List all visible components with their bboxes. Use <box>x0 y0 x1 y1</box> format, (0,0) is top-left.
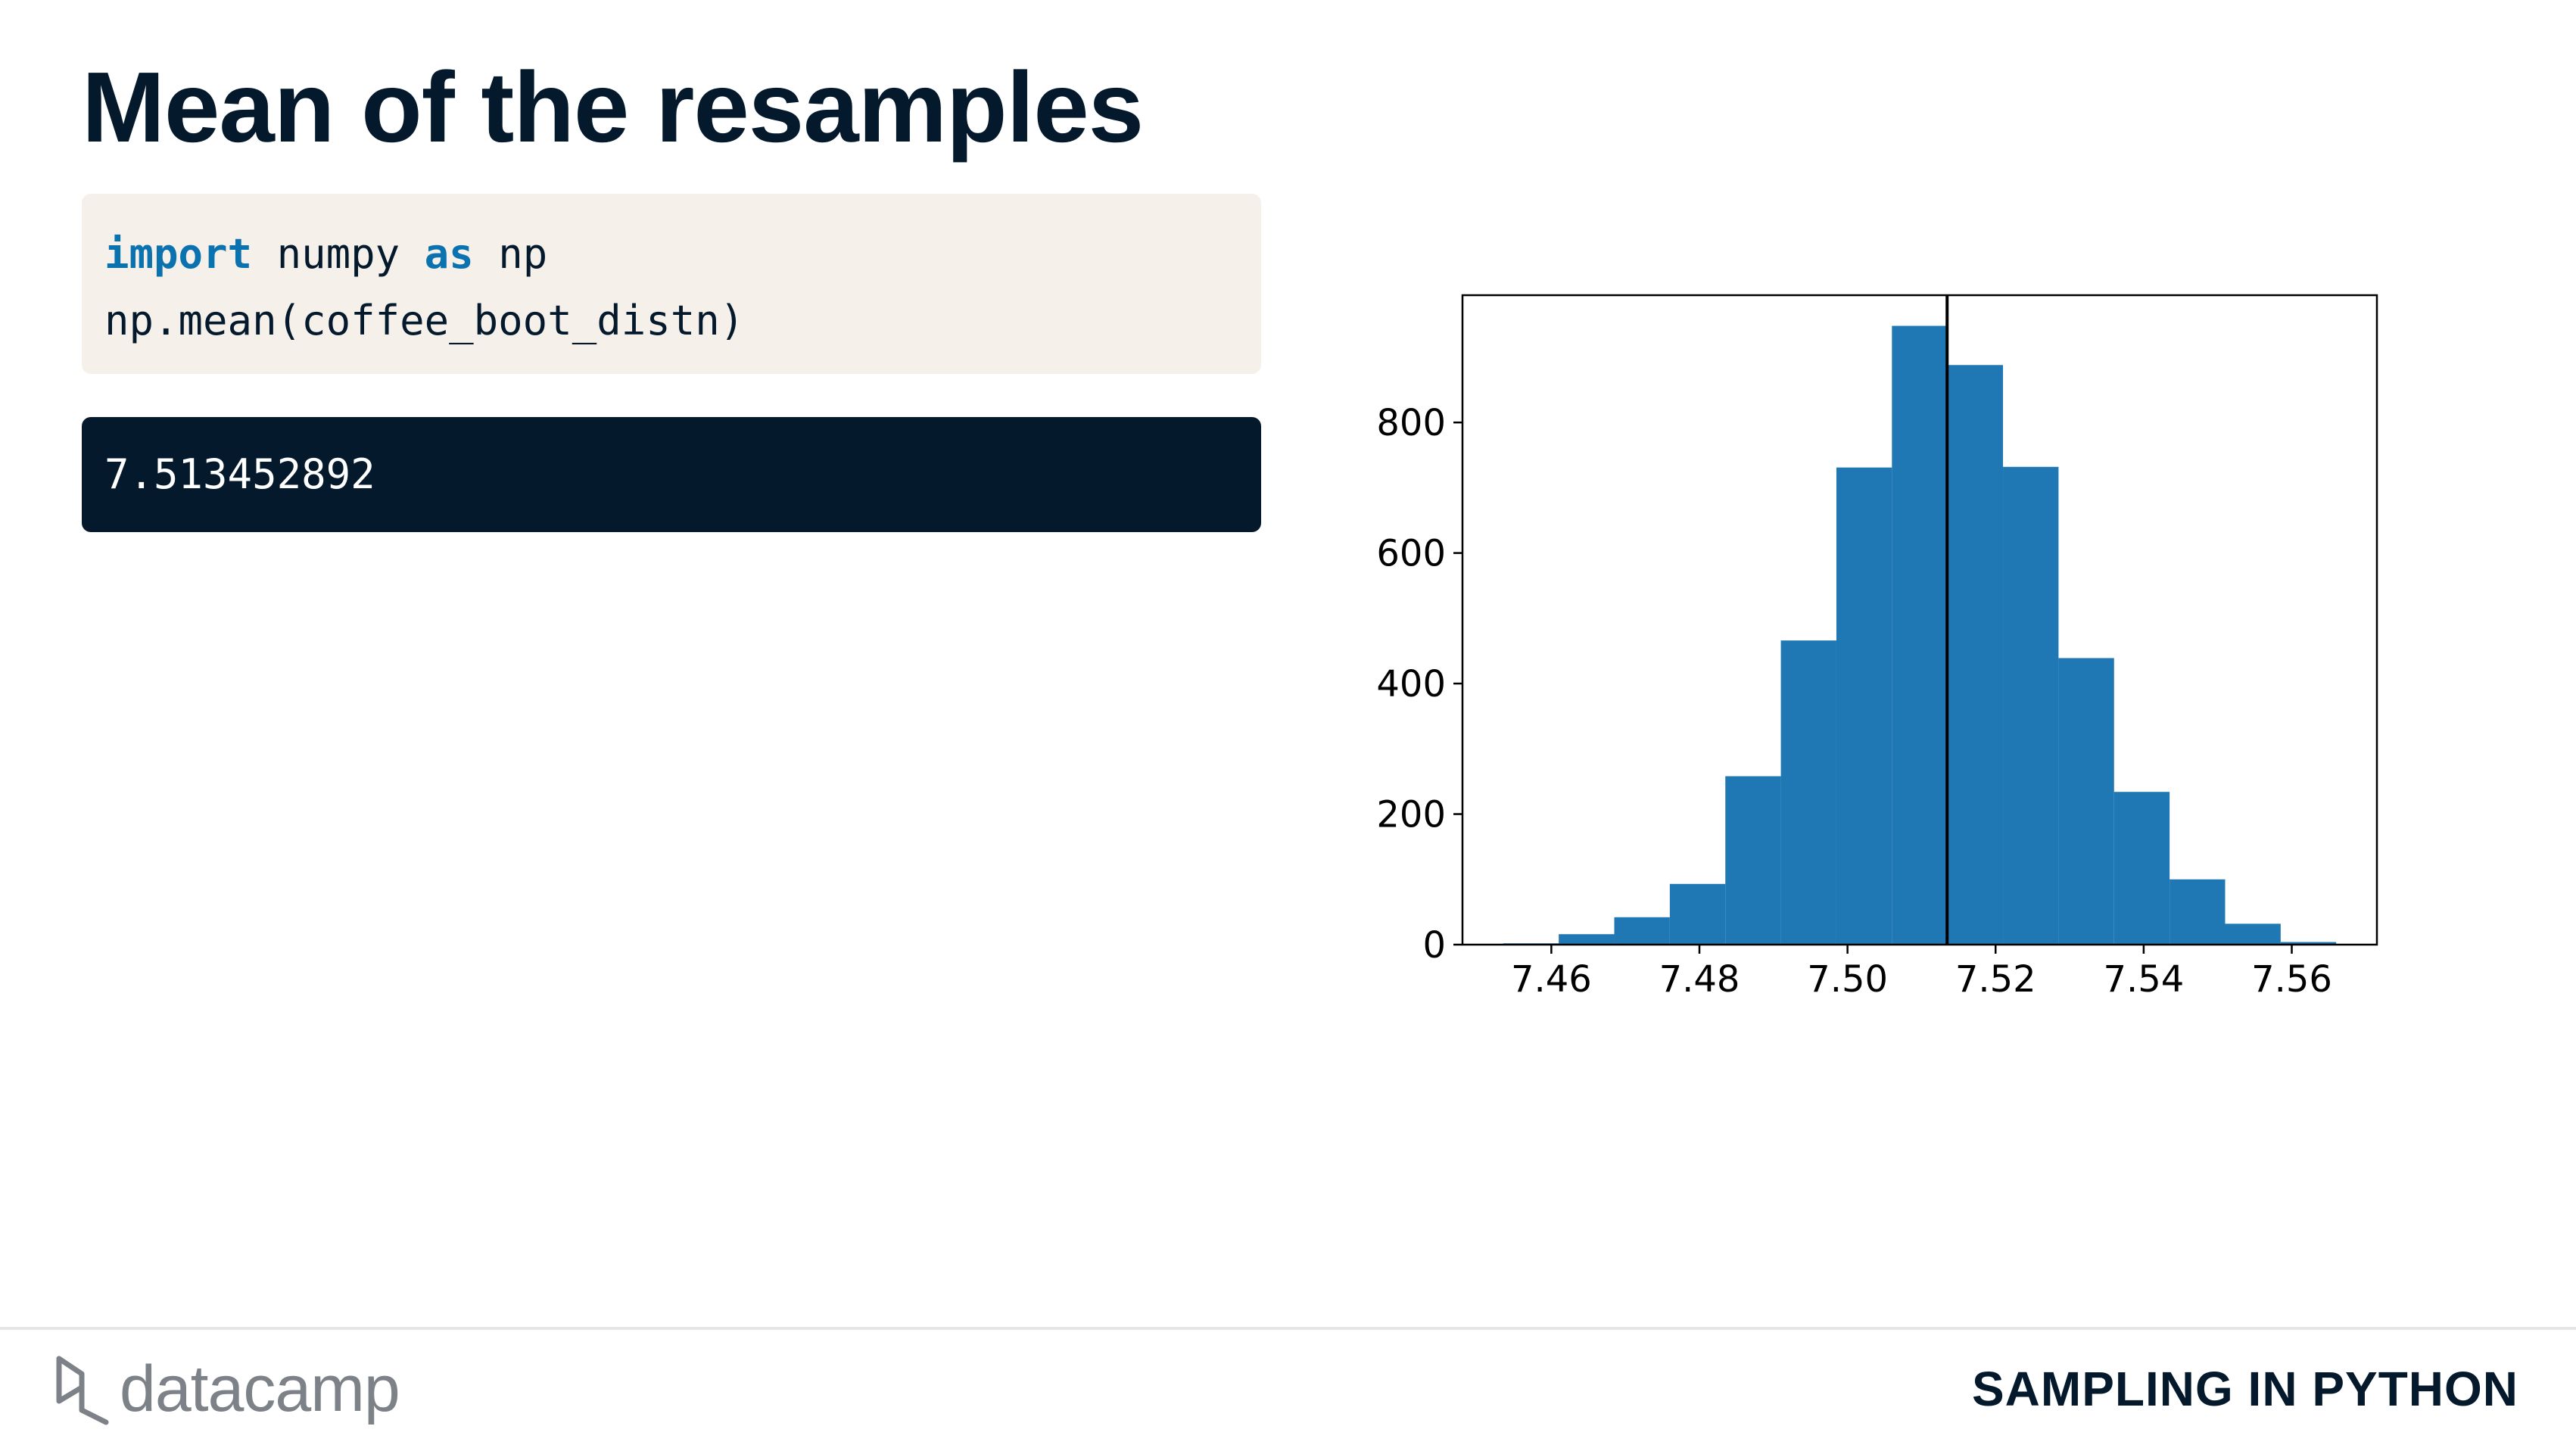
x-tick-label: 7.56 <box>2251 958 2332 1001</box>
histogram-bar <box>1669 883 1726 945</box>
datacamp-logo: datacamp <box>53 1347 400 1431</box>
histogram-bar <box>2003 466 2059 945</box>
x-tick-label: 7.54 <box>2103 958 2184 1001</box>
code-text-np: np <box>473 230 548 278</box>
code-text-numpy: numpy <box>252 230 425 278</box>
code-line-mean: np.mean(coffee_boot_distn) <box>104 297 745 344</box>
histogram-bar <box>2113 792 2170 945</box>
datacamp-logo-text: datacamp <box>120 1352 400 1425</box>
histogram-bar <box>1836 467 1892 945</box>
histogram-bar <box>1614 917 1670 945</box>
plot-frame <box>1461 294 2378 946</box>
x-tick-label: 7.50 <box>1807 958 1888 1001</box>
histogram-bar <box>1780 640 1836 945</box>
footer-divider <box>0 1327 2576 1330</box>
datacamp-logo-icon <box>56 1356 109 1425</box>
output-value: 7.513452892 <box>104 450 375 498</box>
histogram-bar <box>2058 658 2114 945</box>
x-tick-label: 7.46 <box>1511 958 1592 1001</box>
course-name: SAMPLING IN PYTHON <box>1971 1362 2518 1416</box>
histogram-bar <box>2280 942 2337 945</box>
histogram-bar <box>1947 365 2004 945</box>
x-tick-label: 7.48 <box>1659 958 1740 1001</box>
output-block: 7.513452892 <box>82 417 1261 532</box>
histogram-chart: 7.46 7.48 7.50 7.52 7.54 7.56 0 200 400 600 800 <box>1376 294 2378 1001</box>
x-tick-label: 7.52 <box>1955 958 2036 1001</box>
code-keyword-import: import <box>104 230 253 278</box>
slide-title: Mean of the resamples <box>82 51 1144 163</box>
code-block: import numpy as np np.mean(coffee_boot_di… <box>82 194 1261 374</box>
histogram-bar <box>1725 776 1781 945</box>
y-tick-label: 400 <box>1376 663 1446 705</box>
y-tick-label: 600 <box>1376 533 1446 575</box>
y-tick-label: 200 <box>1376 794 1446 836</box>
code-line-import: import numpy as np <box>104 221 1261 288</box>
histogram-bar <box>1559 934 1615 945</box>
histogram-bar <box>2225 923 2281 945</box>
y-tick-label: 800 <box>1376 402 1446 444</box>
histogram-bar <box>2170 879 2226 945</box>
y-tick-label: 0 <box>1422 924 1446 967</box>
histogram-bar <box>1892 325 1948 945</box>
code-keyword-as: as <box>424 230 474 278</box>
